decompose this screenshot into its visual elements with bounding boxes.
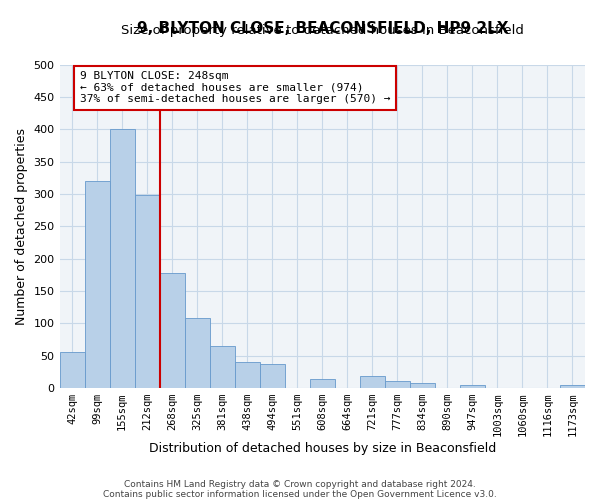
Bar <box>185 318 209 388</box>
Text: 9 BLYTON CLOSE: 248sqm
← 63% of detached houses are smaller (974)
37% of semi-de: 9 BLYTON CLOSE: 248sqm ← 63% of detached… <box>80 71 390 104</box>
Bar <box>160 273 185 388</box>
Bar <box>360 376 385 388</box>
Bar <box>385 382 410 388</box>
Y-axis label: Number of detached properties: Number of detached properties <box>15 128 28 324</box>
Bar <box>410 382 435 388</box>
Bar <box>85 181 110 388</box>
Bar <box>110 130 134 388</box>
Text: 9, BLYTON CLOSE, BEACONSFIELD, HP9 2LX: 9, BLYTON CLOSE, BEACONSFIELD, HP9 2LX <box>137 20 508 36</box>
Bar <box>460 384 485 388</box>
Bar <box>134 195 160 388</box>
Text: Contains HM Land Registry data © Crown copyright and database right 2024.
Contai: Contains HM Land Registry data © Crown c… <box>103 480 497 499</box>
Bar <box>310 380 335 388</box>
Bar <box>260 364 285 388</box>
Title: Size of property relative to detached houses in Beaconsfield: Size of property relative to detached ho… <box>121 24 524 37</box>
Bar <box>235 362 260 388</box>
Bar <box>560 384 585 388</box>
Bar <box>59 352 85 388</box>
X-axis label: Distribution of detached houses by size in Beaconsfield: Distribution of detached houses by size … <box>149 442 496 455</box>
Bar <box>209 346 235 388</box>
